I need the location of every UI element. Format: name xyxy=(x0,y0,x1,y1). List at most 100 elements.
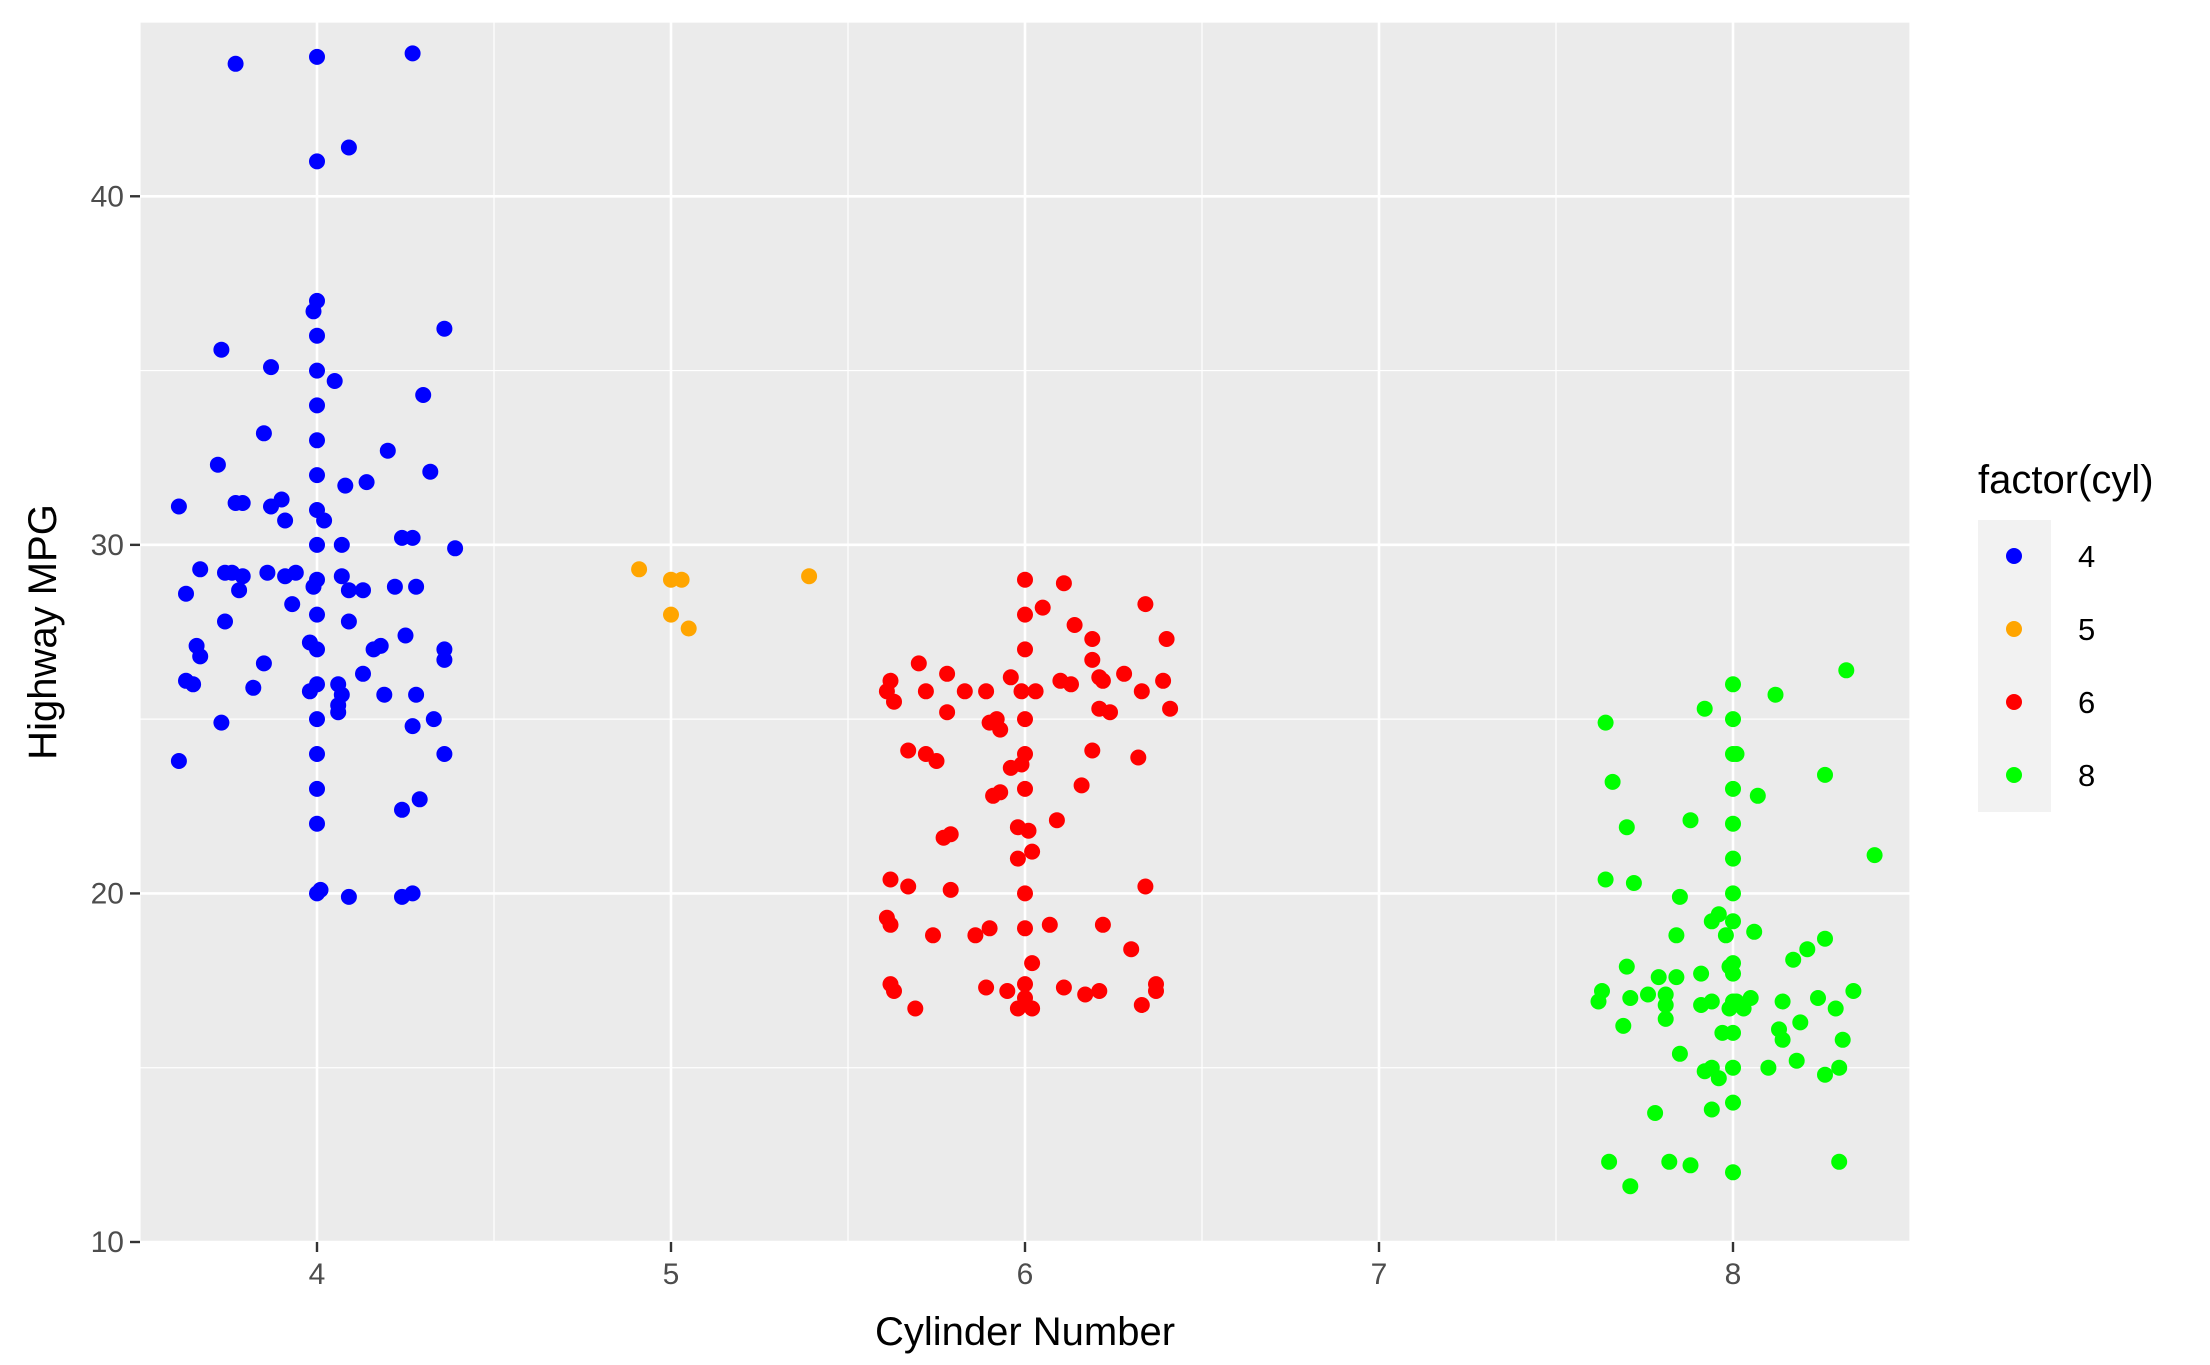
data-point xyxy=(1073,777,1090,794)
data-point xyxy=(1735,1000,1752,1017)
data-point xyxy=(900,878,917,895)
data-point xyxy=(309,432,325,449)
data-point xyxy=(1703,1101,1720,1118)
data-point xyxy=(1017,885,1033,902)
data-point xyxy=(1123,941,1140,958)
data-point xyxy=(309,815,325,832)
data-point xyxy=(1091,983,1108,999)
y-axis: 10 20 30 40 xyxy=(91,180,140,1259)
data-point xyxy=(355,665,371,682)
data-point xyxy=(1703,913,1720,930)
data-point xyxy=(1597,871,1614,888)
major-gridlines xyxy=(140,22,1910,1244)
data-point xyxy=(178,585,194,602)
data-point xyxy=(312,881,329,898)
data-point xyxy=(340,582,357,599)
data-point xyxy=(1084,631,1101,647)
data-point xyxy=(227,55,244,72)
data-point xyxy=(942,881,959,898)
data-point xyxy=(340,888,357,905)
data-point xyxy=(1710,1070,1727,1087)
data-point xyxy=(673,571,690,588)
data-point xyxy=(333,568,350,585)
data-point xyxy=(1590,993,1607,1010)
data-point xyxy=(386,578,403,595)
data-point xyxy=(999,983,1016,999)
x-tick-label: 5 xyxy=(663,1258,680,1291)
data-point xyxy=(1017,571,1033,588)
data-point xyxy=(1094,672,1111,689)
data-point xyxy=(1693,997,1710,1013)
data-point xyxy=(1158,631,1175,647)
data-point xyxy=(436,746,453,762)
data-point xyxy=(1020,822,1037,839)
legend-key-background xyxy=(1978,520,2051,812)
data-point xyxy=(1749,787,1766,804)
data-point xyxy=(213,714,230,731)
data-point xyxy=(1845,983,1862,999)
data-point xyxy=(1717,927,1734,944)
data-point xyxy=(1615,1017,1632,1034)
data-point xyxy=(234,495,251,511)
data-point xyxy=(1725,913,1741,930)
data-point xyxy=(1002,669,1019,686)
data-point xyxy=(1077,986,1094,1003)
data-point xyxy=(1017,976,1033,993)
data-point xyxy=(882,871,899,888)
y-tick-label: 30 xyxy=(91,529,124,562)
data-point xyxy=(404,718,421,735)
data-point xyxy=(917,683,934,700)
data-point xyxy=(1024,1000,1041,1017)
data-point xyxy=(939,704,956,721)
data-point xyxy=(1817,766,1833,783)
data-point xyxy=(1041,916,1058,933)
data-point xyxy=(956,683,973,700)
data-point xyxy=(1725,885,1741,902)
data-point xyxy=(1024,955,1041,972)
data-point xyxy=(1063,676,1079,693)
data-point xyxy=(309,606,325,623)
data-point xyxy=(255,425,272,442)
data-point xyxy=(1137,596,1154,613)
data-point xyxy=(1838,662,1855,679)
data-point xyxy=(1799,941,1816,958)
x-tick-label: 8 xyxy=(1725,1258,1742,1291)
data-point xyxy=(415,387,432,403)
data-point xyxy=(1055,979,1072,996)
data-point xyxy=(170,753,187,769)
data-point xyxy=(925,927,941,944)
data-point xyxy=(1017,920,1033,937)
data-point xyxy=(422,463,439,480)
data-point xyxy=(309,362,325,379)
x-axis-title: Cylinder Number xyxy=(875,1310,1175,1354)
data-point xyxy=(1640,986,1656,1003)
data-point xyxy=(309,641,325,658)
data-point xyxy=(436,320,453,337)
legend-title: factor(cyl) xyxy=(1978,458,2154,502)
data-point xyxy=(1148,983,1164,999)
data-point xyxy=(886,693,902,710)
data-point xyxy=(372,637,389,654)
data-point xyxy=(992,721,1009,738)
data-point xyxy=(942,826,959,843)
data-point xyxy=(309,746,325,762)
data-point xyxy=(1721,958,1738,975)
data-point xyxy=(1155,672,1172,689)
data-point xyxy=(330,704,347,721)
data-point xyxy=(1834,1031,1851,1048)
data-point xyxy=(379,442,396,459)
y-tick-label: 20 xyxy=(91,877,124,910)
data-point xyxy=(1657,997,1674,1013)
data-point xyxy=(1682,812,1699,829)
data-point xyxy=(882,916,899,933)
legend-items: 4 5 6 8 xyxy=(2006,539,2095,793)
data-point xyxy=(1725,1094,1741,1111)
data-point xyxy=(1668,969,1685,986)
data-point xyxy=(1661,1153,1678,1170)
data-point xyxy=(305,578,322,595)
data-point xyxy=(1009,1000,1026,1017)
data-point xyxy=(1133,997,1150,1013)
data-point xyxy=(213,341,230,358)
data-point xyxy=(1657,1010,1674,1027)
